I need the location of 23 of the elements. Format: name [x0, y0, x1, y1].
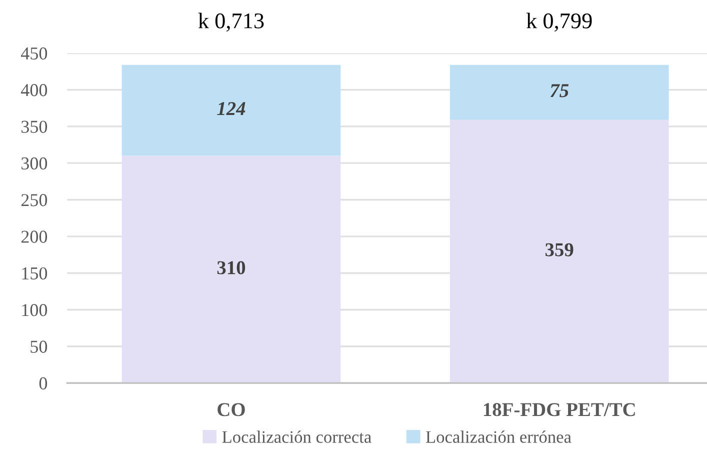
- y-tick-label: 300: [22, 157, 48, 170]
- y-tick-label: 0: [39, 377, 48, 390]
- data-label: 359: [545, 243, 574, 256]
- data-label: 75: [550, 84, 569, 98]
- data-label: 124: [217, 102, 246, 115]
- y-tick-label: 50: [30, 340, 48, 353]
- x-tick-label: 18F-FDG PET/TC: [484, 403, 635, 416]
- y-tick-label: 200: [21, 230, 48, 243]
- x-tick-label: CO: [218, 403, 245, 416]
- bar: [122, 64, 341, 156]
- text: k 0,713: [198, 12, 264, 32]
- y-tick-label: 100: [22, 304, 48, 316]
- bar: [122, 156, 341, 384]
- y-tick-label: 350: [22, 120, 48, 133]
- data-label: 310: [217, 261, 246, 274]
- y-tick-label: 400: [20, 84, 48, 96]
- bar: [450, 64, 669, 120]
- y-tick-label: 450: [20, 47, 48, 60]
- y-tick-label: 250: [21, 194, 48, 206]
- legend-label: Localización correcta: [222, 430, 372, 443]
- y-tick-label: 150: [22, 267, 48, 280]
- text: k 0,799: [526, 12, 592, 32]
- legend-label: Localización errónea: [426, 430, 572, 443]
